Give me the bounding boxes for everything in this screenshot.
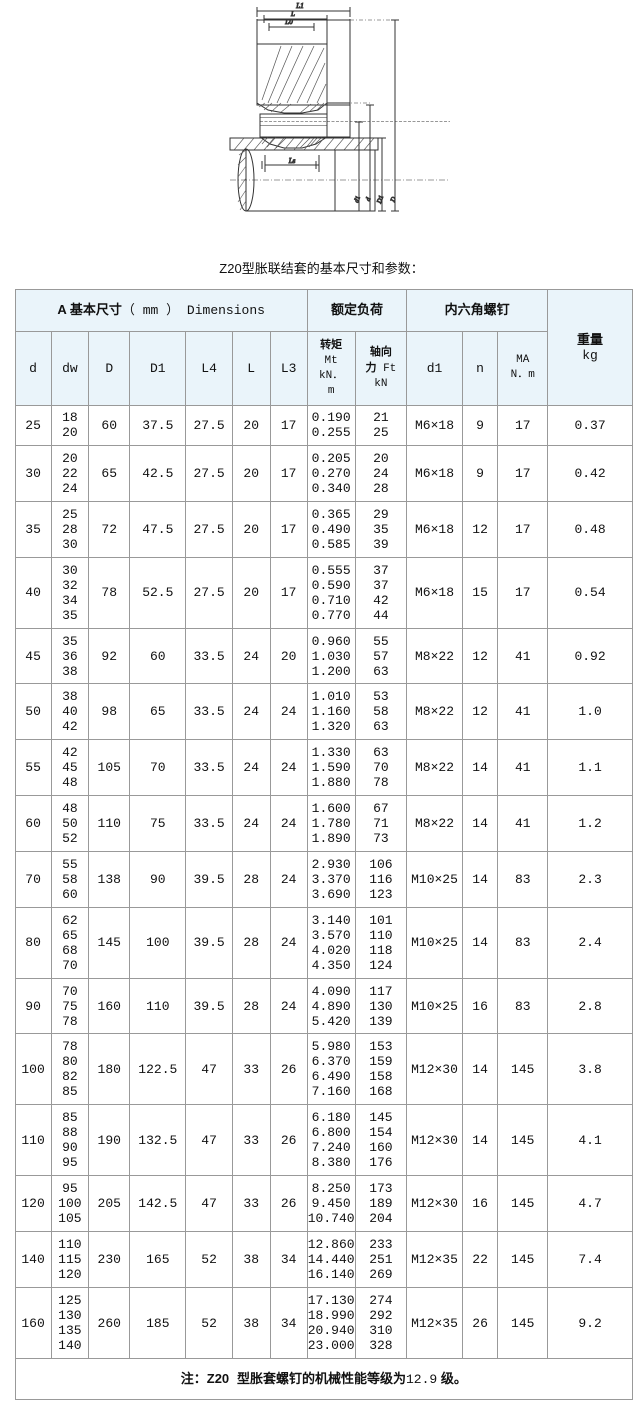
svg-text:L0: L0: [284, 18, 293, 26]
svg-text:Ls: Ls: [288, 157, 296, 165]
svg-text:d: d: [365, 196, 373, 202]
svg-text:D1: D1: [376, 195, 386, 206]
svg-text:L1: L1: [295, 2, 303, 10]
svg-text:d1: d1: [353, 195, 362, 204]
svg-text:L: L: [290, 10, 295, 18]
svg-text:D: D: [389, 196, 398, 204]
